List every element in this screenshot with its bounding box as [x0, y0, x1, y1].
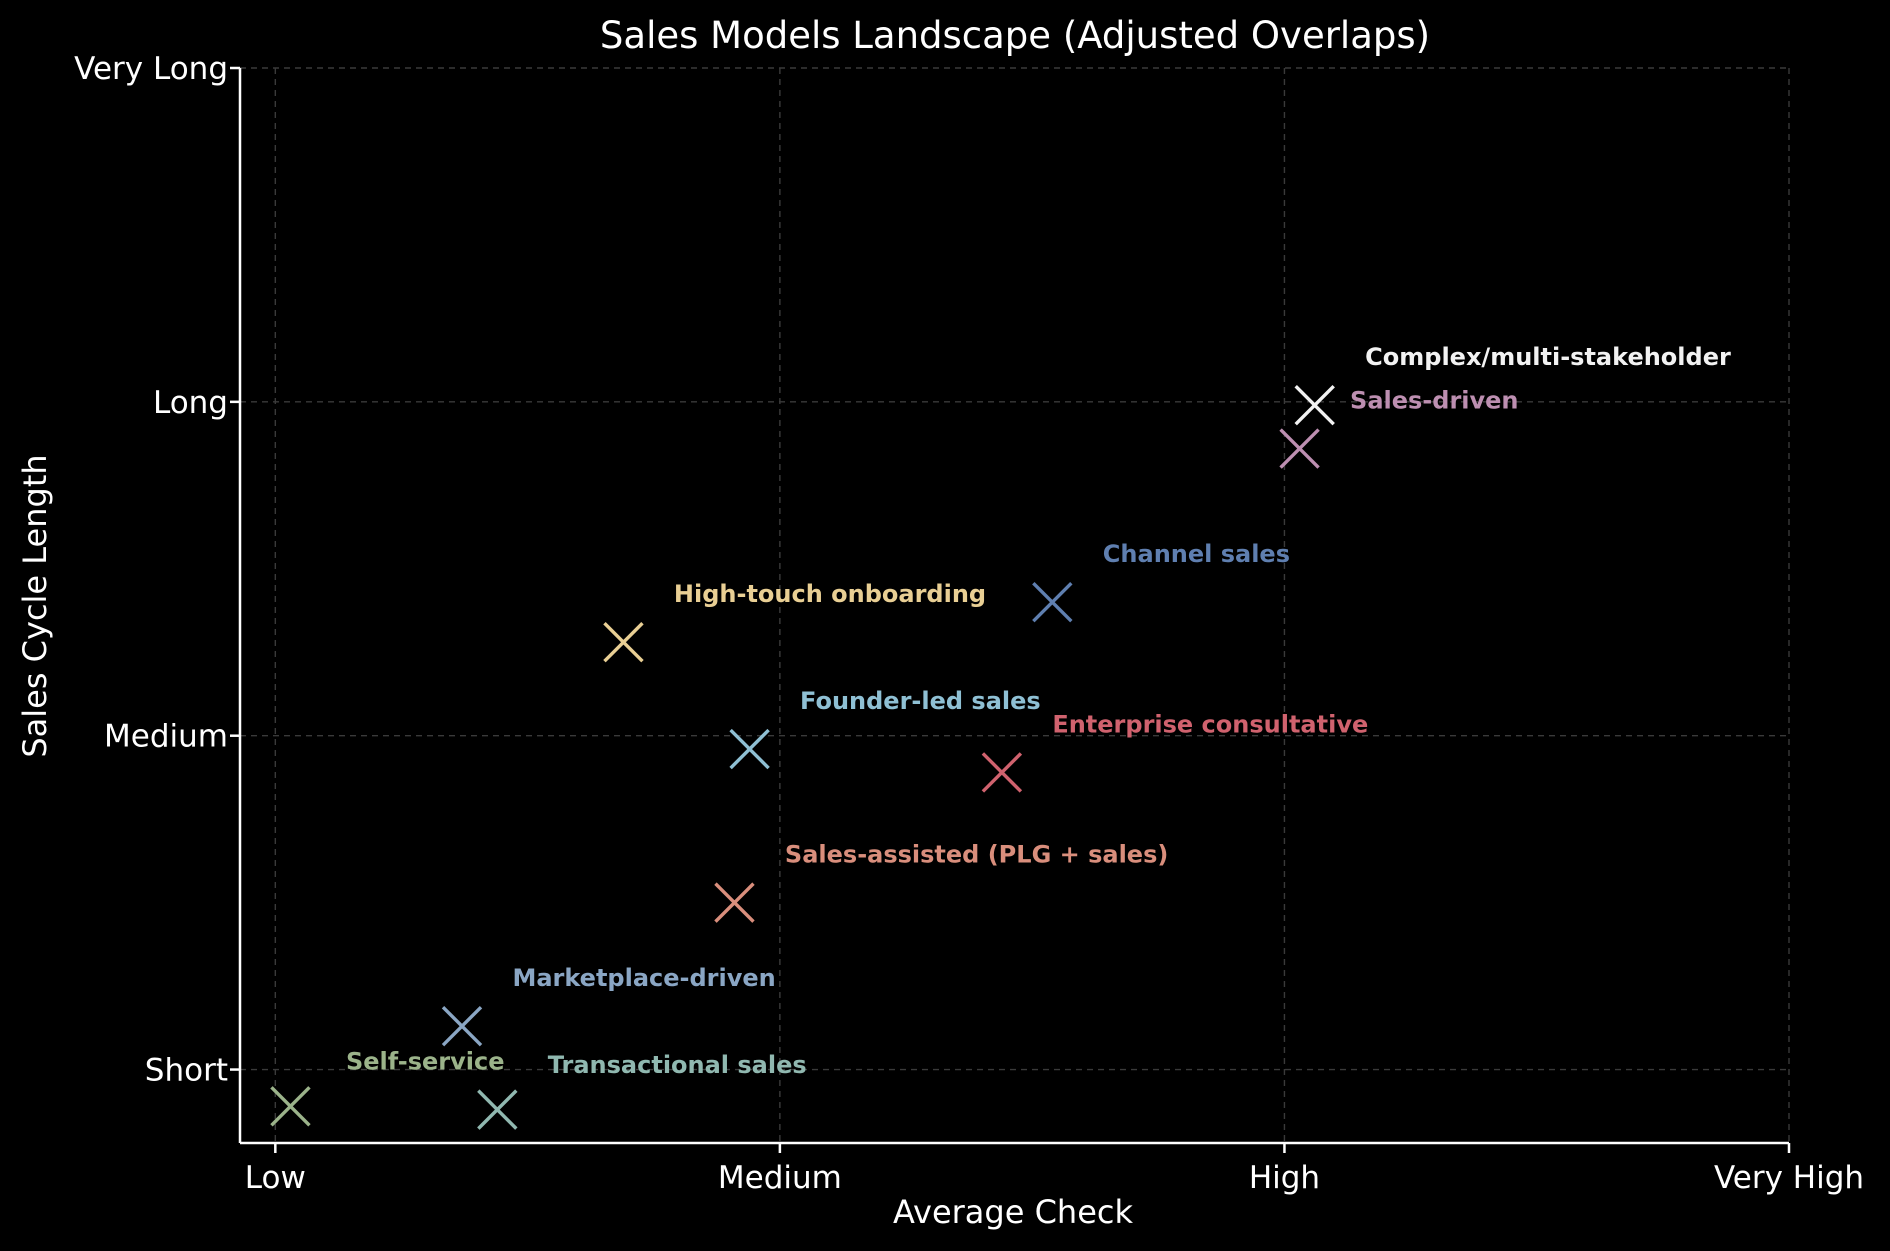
x-tick-label-0: Low [245, 1160, 306, 1196]
point-label-3: Sales-assisted (PLG + sales) [785, 841, 1168, 869]
y-tick-label-3: Very Long [74, 51, 228, 87]
data-point-0 [270, 1086, 311, 1127]
y-axis-title: Sales Cycle Length [16, 454, 54, 757]
data-point-2 [441, 1005, 483, 1047]
point-label-6: High-touch onboarding [674, 580, 986, 608]
data-point-9 [1294, 384, 1335, 426]
point-label-8: Sales-driven [1350, 387, 1518, 415]
x-axis-title: Average Check [893, 1193, 1133, 1231]
x-tick-label-2: High [1249, 1160, 1320, 1196]
point-label-1: Transactional sales [548, 1051, 807, 1079]
y-tick-label-1: Medium [104, 719, 228, 755]
x-tick-label-1: Medium [718, 1160, 842, 1196]
y-tick-label-0: Short [145, 1053, 228, 1089]
axes [238, 68, 1789, 1145]
point-label-5: Enterprise consultative [1052, 710, 1368, 738]
point-label-4: Founder-led sales [800, 687, 1041, 715]
point-labels: Self-service Transactional sales Marketpla… [346, 343, 1731, 1079]
point-label-0: Self-service [346, 1048, 505, 1076]
y-tick-label-2: Long [153, 385, 228, 421]
data-point-8 [1279, 428, 1320, 469]
point-label-2: Marketplace-driven [512, 964, 775, 992]
data-points [270, 384, 1335, 1130]
point-label-9: Complex/multi-stakeholder [1365, 343, 1731, 371]
data-point-5 [981, 752, 1023, 793]
point-label-7: Channel sales [1103, 540, 1290, 568]
data-point-3 [714, 882, 755, 923]
data-point-4 [729, 728, 770, 770]
data-point-7 [1032, 581, 1073, 623]
ticks: Low Medium High Very High Short Medium Long Ver… [74, 51, 1864, 1196]
data-point-1 [477, 1089, 518, 1130]
data-point-6 [603, 622, 644, 663]
x-tick-label-3: Very High [1714, 1160, 1864, 1196]
grid [240, 67, 1790, 1143]
chart-title: Sales Models Landscape (Adjusted Overlap… [600, 14, 1430, 57]
